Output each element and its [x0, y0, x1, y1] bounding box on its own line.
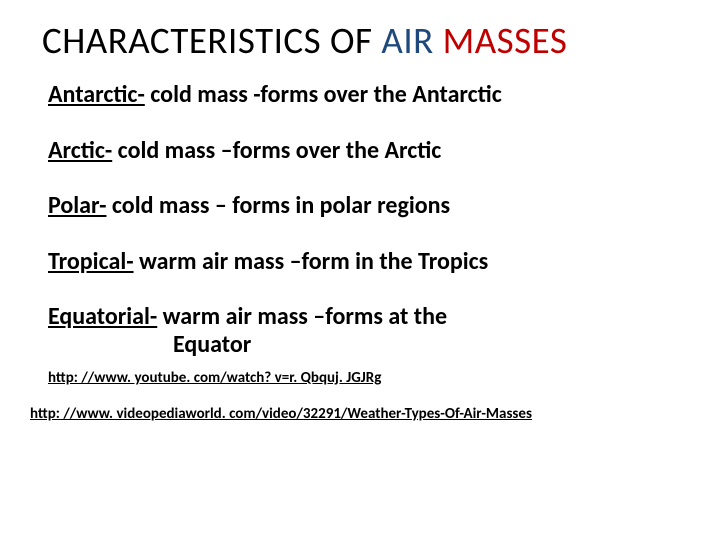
slide-title: CHARACTERISTICS OF AIR MASSES: [42, 18, 680, 63]
term: Arctic-: [48, 136, 112, 165]
desc: warm air mass –forms at the: [157, 302, 447, 331]
term: Equatorial-: [48, 302, 157, 331]
entry-equatorial: Equatorial- warm air mass –forms at the …: [48, 303, 680, 358]
desc: cold mass –forms over the Arctic: [112, 136, 441, 165]
entry-tropical: Tropical- warm air mass –form in the Tro…: [48, 248, 680, 276]
link-videopedia[interactable]: http: //www. videopediaworld. com/video/…: [30, 405, 680, 423]
entry-antarctic: Antarctic- cold mass -forms over the Ant…: [48, 81, 680, 109]
term: Antarctic-: [48, 80, 145, 109]
title-part-1: CHARACTERISTICS OF: [42, 18, 381, 63]
desc: cold mass -forms over the Antarctic: [145, 80, 502, 109]
link-youtube[interactable]: http: //www. youtube. com/watch? v=r. Qb…: [48, 369, 680, 387]
entry-arctic: Arctic- cold mass –forms over the Arctic: [48, 137, 680, 165]
term: Tropical-: [48, 247, 134, 276]
desc: cold mass – forms in polar regions: [106, 191, 450, 220]
desc: warm air mass –form in the Tropics: [134, 247, 489, 276]
title-part-3: MASSES: [434, 18, 568, 63]
title-part-2: AIR: [381, 18, 433, 63]
term: Polar-: [48, 191, 106, 220]
desc-line2: Equator: [173, 331, 680, 359]
entry-polar: Polar- cold mass – forms in polar region…: [48, 192, 680, 220]
